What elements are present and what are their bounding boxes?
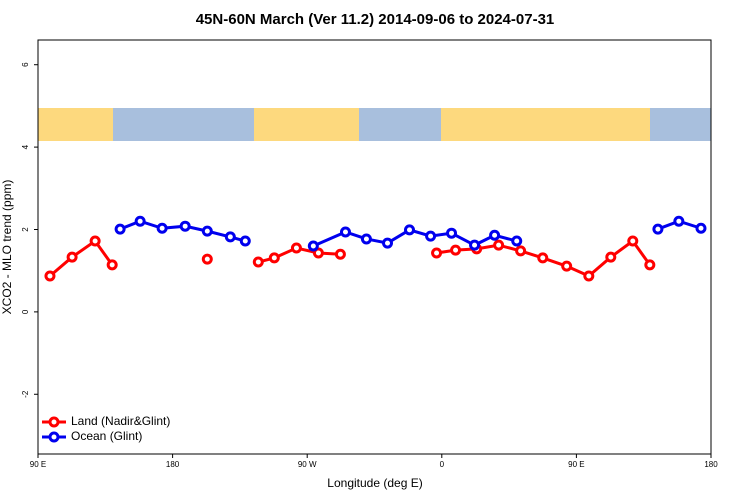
data-point: [493, 239, 505, 251]
x-tick-label: 180: [704, 460, 718, 469]
legend-marker: [48, 416, 60, 428]
data-point: [179, 220, 191, 232]
x-tick-label: 180: [166, 460, 180, 469]
data-point: [511, 235, 523, 247]
data-point: [561, 260, 573, 272]
map-strip: [38, 108, 711, 141]
y-tick-label: 4: [21, 144, 30, 149]
y-tick-label: 2: [21, 227, 30, 232]
data-point: [44, 270, 56, 282]
data-point: [605, 251, 617, 263]
data-point: [66, 251, 78, 263]
data-point: [224, 231, 236, 243]
data-point: [627, 235, 639, 247]
data-point: [201, 225, 213, 237]
data-point: [89, 235, 101, 247]
legend-label: Ocean (Glint): [71, 429, 142, 443]
data-point: [268, 252, 280, 264]
data-point: [469, 239, 481, 251]
data-point: [339, 226, 351, 238]
data-point: [644, 259, 656, 271]
data-point: [114, 223, 126, 235]
data-point: [334, 248, 346, 260]
data-point: [290, 242, 302, 254]
series-line: [48, 238, 114, 278]
chart-title: 45N-60N March (Ver 11.2) 2014-09-06 to 2…: [196, 11, 555, 28]
data-point: [403, 224, 415, 236]
data-point: [312, 247, 324, 259]
x-tick-label: 0: [440, 460, 445, 469]
plot-frame: [37, 39, 712, 455]
legend-label: Land (Nadir&Glint): [71, 414, 170, 428]
data-point: [134, 215, 146, 227]
x-axis-label: Longitude (deg E): [327, 476, 422, 490]
data-point: [652, 223, 664, 235]
data-point: [252, 256, 264, 268]
series-line: [312, 228, 518, 248]
x-tick-label: 90 E: [568, 460, 584, 469]
data-point: [431, 247, 443, 259]
data-point: [239, 235, 251, 247]
data-point: [583, 270, 595, 282]
data-point: [307, 240, 319, 252]
data-point: [515, 245, 527, 257]
y-tick-label: 0: [21, 309, 30, 314]
data-point: [156, 222, 168, 234]
x-tick-label: 90 W: [298, 460, 317, 469]
data-point: [106, 259, 118, 271]
data-point: [360, 233, 372, 245]
data-point: [201, 253, 213, 265]
data-point: [695, 222, 707, 234]
y-tick-label: -2: [21, 390, 30, 398]
data-point: [382, 237, 394, 249]
y-tick-label: 6: [21, 62, 30, 67]
data-point: [489, 229, 501, 241]
y-axis-label: XCO2 - MLO trend (ppm): [0, 180, 14, 315]
data-point: [673, 215, 685, 227]
x-tick-label: 90 E: [30, 460, 46, 469]
data-point: [446, 227, 458, 239]
data-point: [537, 252, 549, 264]
legend-marker: [48, 431, 60, 443]
data-point: [450, 244, 462, 256]
data-point: [425, 230, 437, 242]
